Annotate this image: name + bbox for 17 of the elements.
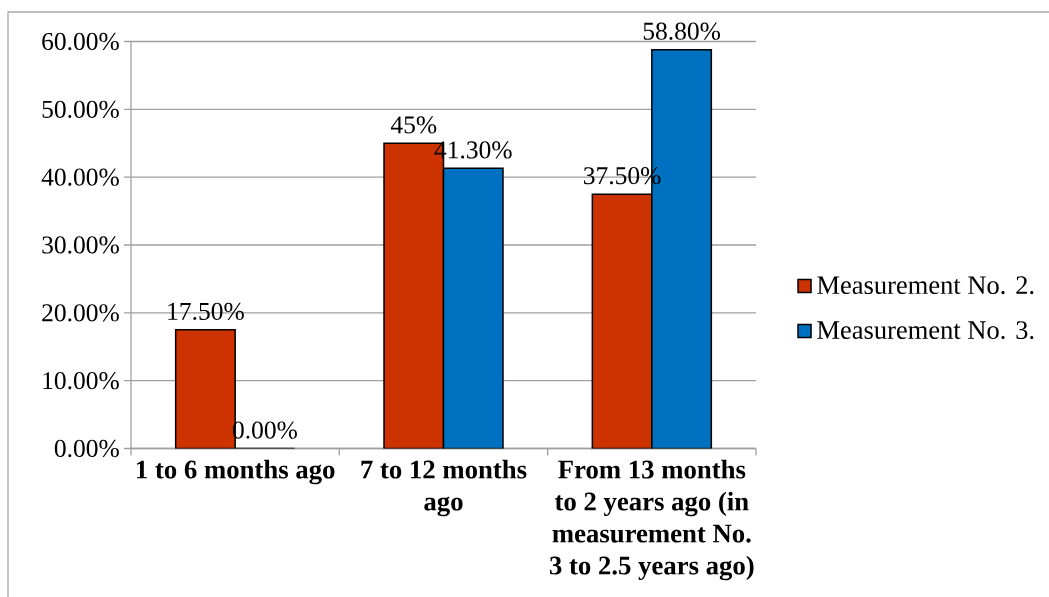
data-label: 58.80% [643,22,721,40]
bar [442,167,504,449]
y-tick-label: 0.00% [54,439,119,458]
x-tick-label: 1 to 6 months ago [137,459,335,485]
y-tick-label: 20.00% [42,304,119,322]
data-label: 45% [390,116,437,134]
y-tick-label: 60.00% [42,32,119,51]
y-tick-label: 10.00% [43,372,119,390]
legend-label: Measurement No. 3. [817,321,1034,340]
y-tick-label: 40.00% [41,168,119,186]
data-label: 17.50% [168,302,244,321]
legend-label: Measurement No. 2. [817,276,1034,295]
bar [591,193,653,449]
y-tick-label: 30.00% [42,236,119,254]
y-tick-label: 50.00% [42,100,119,118]
x-tick-label: From 13 months to 2 years ago (in measurement No. 3 to 2.5 years ago) [549,459,754,581]
x-tick-label: 7 to 12 months ago [361,459,527,517]
